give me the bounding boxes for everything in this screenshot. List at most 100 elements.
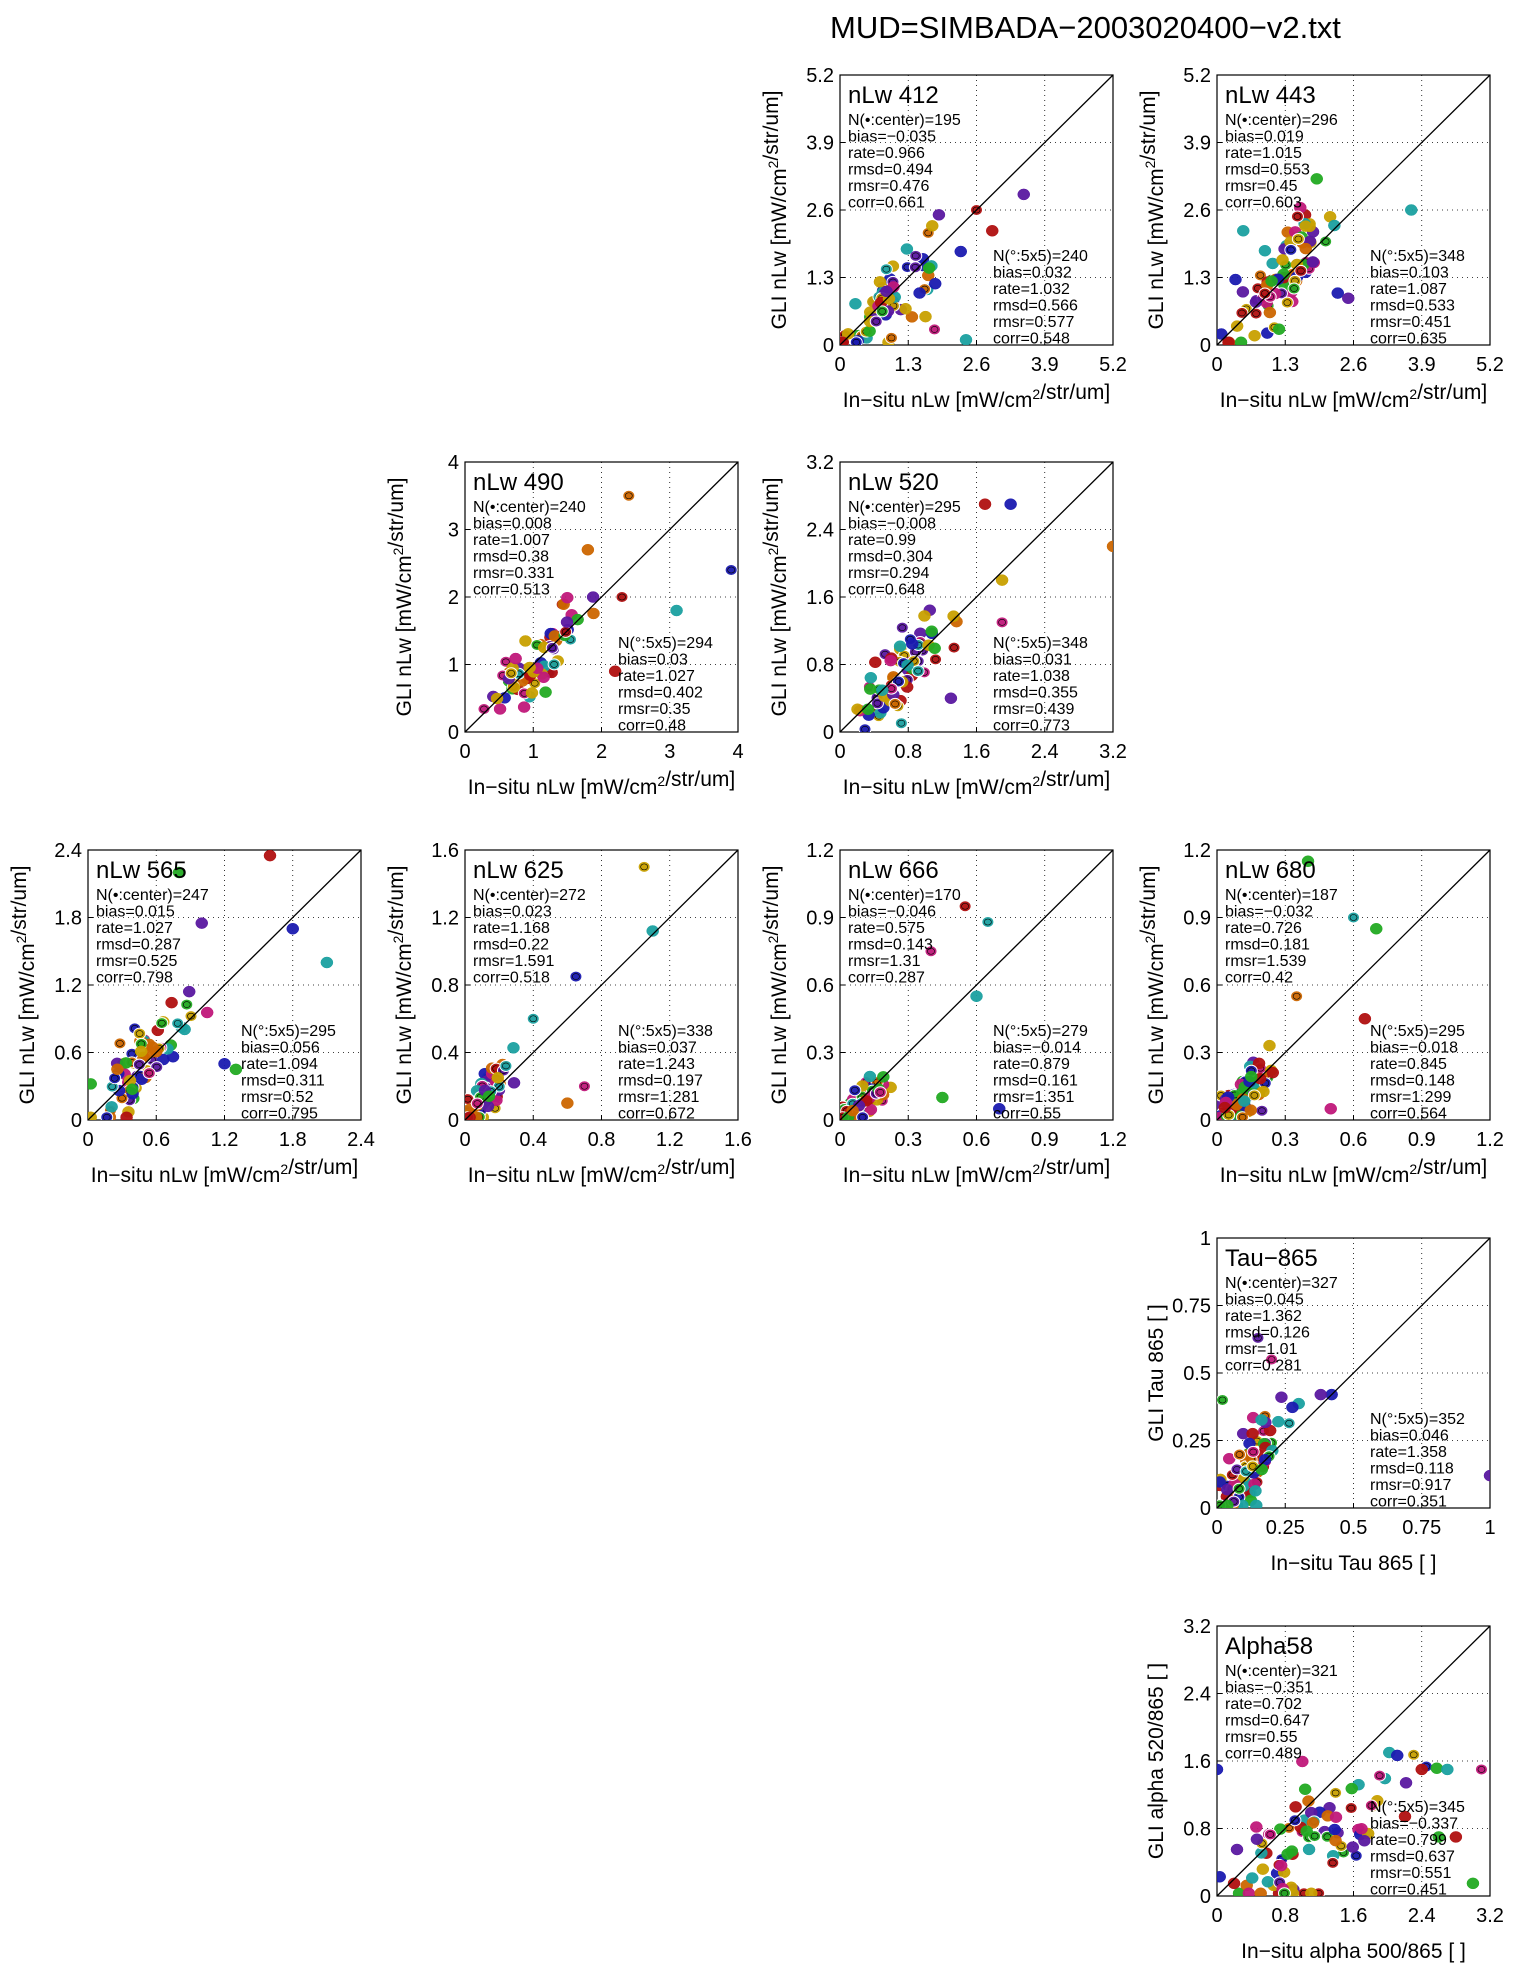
data-point bbox=[1235, 306, 1249, 319]
x-tick-label: 1 bbox=[528, 741, 539, 763]
data-point bbox=[525, 687, 539, 699]
stats-center-line: rate=0.702 bbox=[1225, 1696, 1302, 1713]
stats-center-line: N(•:center)=321 bbox=[1225, 1663, 1338, 1680]
data-point bbox=[1305, 1887, 1318, 1896]
data-point bbox=[1276, 254, 1289, 266]
data-point bbox=[182, 985, 196, 998]
data-point-marker bbox=[102, 1114, 111, 1120]
data-point bbox=[581, 544, 595, 556]
data-point bbox=[1355, 1823, 1368, 1835]
panel-label: nLw 565 bbox=[96, 857, 187, 884]
data-point-marker bbox=[1328, 1859, 1337, 1867]
data-point bbox=[1288, 1814, 1302, 1827]
data-point bbox=[1229, 273, 1242, 286]
stats-box-line: rmsd=0.148 bbox=[1370, 1073, 1455, 1090]
data-point bbox=[1106, 540, 1113, 553]
x-axis-label: In−situ nLw [mW/cm2/str/um] bbox=[468, 1156, 735, 1187]
data-point-marker bbox=[465, 1095, 472, 1103]
data-point bbox=[491, 1071, 505, 1084]
points-layer bbox=[851, 498, 1113, 732]
data-point bbox=[1250, 1833, 1264, 1845]
data-point-marker bbox=[930, 326, 939, 333]
x-axis-label: In−situ nLw [mW/cm2/str/um] bbox=[843, 768, 1110, 799]
stats-box-line: rate=1.087 bbox=[1370, 281, 1447, 298]
data-point bbox=[1227, 1877, 1241, 1890]
x-tick-label: 0 bbox=[834, 741, 845, 763]
data-point bbox=[893, 640, 907, 652]
x-tick-label: 0 bbox=[1211, 1905, 1222, 1927]
data-point-marker bbox=[1218, 1396, 1227, 1404]
data-point-marker bbox=[852, 339, 861, 345]
data-point-marker bbox=[898, 624, 907, 631]
data-point bbox=[1286, 1401, 1299, 1414]
x-tick-label: 2.4 bbox=[347, 1129, 375, 1151]
data-point bbox=[537, 671, 550, 684]
data-point bbox=[1242, 1887, 1256, 1896]
data-point bbox=[1432, 1831, 1446, 1843]
data-point bbox=[1274, 1859, 1288, 1872]
data-point bbox=[863, 1070, 877, 1083]
points-layer bbox=[465, 860, 659, 1120]
data-point-marker bbox=[1256, 272, 1265, 279]
y-tick-label: 0.6 bbox=[54, 1043, 82, 1065]
data-point-marker bbox=[1331, 1789, 1340, 1797]
data-point bbox=[1430, 1762, 1444, 1774]
stats-box-line: bias=0.056 bbox=[241, 1040, 320, 1057]
data-point-marker bbox=[135, 1061, 144, 1068]
data-point-marker bbox=[173, 1020, 182, 1027]
data-point bbox=[1221, 1499, 1234, 1508]
stats-center-line: corr=0.513 bbox=[473, 582, 550, 599]
data-point bbox=[724, 564, 738, 576]
stats-box-line: rmsr=1.351 bbox=[993, 1089, 1074, 1106]
data-point bbox=[1244, 1104, 1258, 1116]
stats-box-line: rate=1.358 bbox=[1370, 1444, 1447, 1461]
data-point bbox=[884, 654, 897, 667]
y-tick-label: 0.4 bbox=[431, 1043, 459, 1065]
data-point-marker bbox=[1283, 299, 1292, 306]
data-point bbox=[1299, 242, 1312, 255]
stats-center-line: N(•:center)=187 bbox=[1225, 887, 1338, 904]
data-point-marker bbox=[550, 661, 558, 668]
y-tick-label: 0 bbox=[448, 1110, 459, 1132]
data-point bbox=[1301, 855, 1315, 867]
data-point bbox=[884, 331, 898, 344]
stats-box-line: rate=1.027 bbox=[618, 668, 695, 685]
data-point bbox=[932, 209, 946, 221]
y-axis-label: GLI Tau 865 [ ] bbox=[1145, 1304, 1168, 1441]
stats-center-line: N(•:center)=195 bbox=[848, 112, 961, 129]
data-point bbox=[1217, 328, 1228, 340]
data-point-marker bbox=[1294, 235, 1303, 243]
x-axis-label: In−situ alpha 500/865 [ ] bbox=[1241, 1940, 1466, 1963]
x-tick-label: 1 bbox=[1484, 1517, 1495, 1539]
stats-box-line: rmsd=0.311 bbox=[241, 1073, 325, 1090]
x-tick-label: 1.2 bbox=[211, 1129, 239, 1151]
stats-center-line: rmsd=0.181 bbox=[1225, 937, 1310, 954]
x-axis-label: In−situ nLw [mW/cm2/str/um] bbox=[91, 1156, 358, 1187]
stats-center-line: rmsr=1.539 bbox=[1225, 953, 1306, 970]
panel-label: nLw 490 bbox=[473, 469, 564, 496]
y-axis-label: GLI nLw [mW/cm2/str/um] bbox=[1137, 91, 1168, 330]
data-point-marker bbox=[1287, 246, 1295, 254]
x-tick-label: 0.3 bbox=[894, 1129, 922, 1151]
stats-center-line: N(•:center)=327 bbox=[1225, 1275, 1338, 1292]
x-tick-label: 0.9 bbox=[1408, 1129, 1436, 1151]
data-point-marker bbox=[894, 678, 903, 685]
data-point bbox=[1342, 292, 1355, 305]
y-tick-label: 0 bbox=[1200, 1886, 1211, 1908]
data-point bbox=[1306, 1817, 1320, 1829]
x-axis-label: In−situ nLw [mW/cm2/str/um] bbox=[1220, 1156, 1487, 1187]
data-point bbox=[1415, 1763, 1428, 1776]
x-tick-label: 3.9 bbox=[1031, 354, 1059, 376]
data-point-marker bbox=[876, 1089, 885, 1096]
data-point-marker bbox=[502, 658, 510, 666]
stats-box-line: N(°:5x5)=345 bbox=[1370, 1799, 1465, 1816]
data-point-marker bbox=[157, 1019, 166, 1027]
data-point-marker bbox=[1238, 1114, 1247, 1120]
stats-center-line: rmsd=0.38 bbox=[473, 549, 549, 566]
data-point bbox=[947, 610, 960, 622]
data-point bbox=[848, 1084, 862, 1097]
stats-center-line: rmsd=0.126 bbox=[1225, 1325, 1310, 1342]
y-tick-label: 0 bbox=[823, 1110, 834, 1132]
data-point bbox=[928, 642, 941, 655]
stats-center-line: rate=0.575 bbox=[848, 920, 925, 937]
